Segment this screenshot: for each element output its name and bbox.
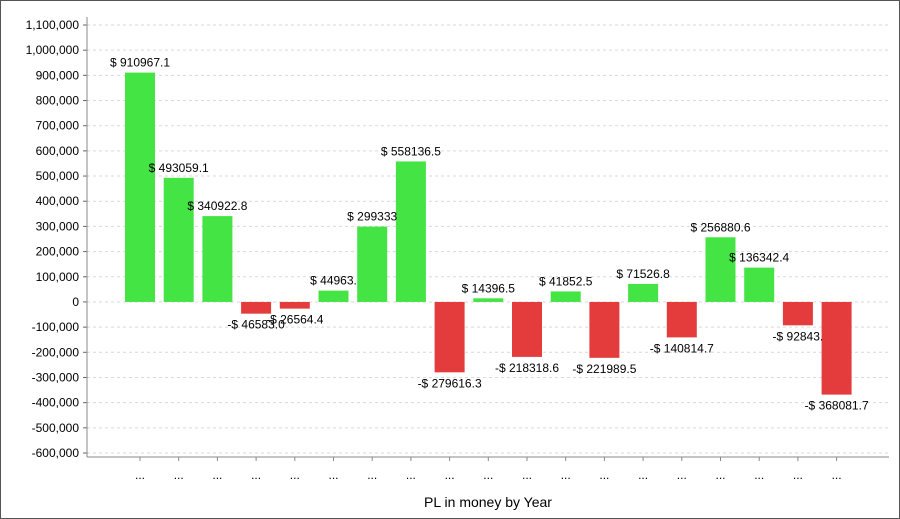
data-label: $ 14396.5 <box>462 281 516 295</box>
x-tick-label: ... <box>367 468 377 482</box>
data-label: $ 340922.8 <box>187 199 247 213</box>
y-tick-label: -200,000 <box>32 345 80 359</box>
bar <box>512 301 542 357</box>
x-tick-label: ... <box>832 468 842 482</box>
x-tick-label: ... <box>793 468 803 482</box>
bar <box>666 301 697 338</box>
data-label: $ 256880.6 <box>690 220 750 234</box>
y-tick-label: -100,000 <box>32 320 80 334</box>
x-axis-label: PL in money by Year <box>424 494 552 510</box>
x-tick-label: ... <box>715 468 725 482</box>
data-labels: $ 910967.1 $ 493059.1 $ 340922.8 -$ 46583.0… <box>110 56 869 413</box>
data-label: $ 71526.8 <box>616 267 670 281</box>
data-label: -$ 140814.7 <box>650 341 714 355</box>
bar <box>628 283 659 302</box>
bar <box>821 301 852 395</box>
x-tick-label: ... <box>677 468 687 482</box>
x-tick-label: ... <box>135 468 145 482</box>
data-label: $ 41852.5 <box>539 274 593 288</box>
data-label: -$ 26564.4 <box>266 313 324 327</box>
bar <box>550 291 581 302</box>
y-tick-label: 800,000 <box>36 94 80 108</box>
x-tick-label: ... <box>483 468 493 482</box>
bar <box>163 177 194 302</box>
y-tick-label: -300,000 <box>32 370 80 384</box>
y-tick-label: 600,000 <box>36 144 80 158</box>
x-tick-label: ... <box>290 468 300 482</box>
x-tick-label: ... <box>406 468 416 482</box>
bar <box>395 161 426 302</box>
y-tick-label: 900,000 <box>36 68 80 82</box>
x-tick-label: ... <box>251 468 261 482</box>
bar <box>357 226 388 302</box>
bar <box>744 267 775 302</box>
bar <box>434 301 465 373</box>
bar <box>782 301 813 326</box>
bar <box>202 216 233 302</box>
bar <box>279 301 310 309</box>
bar <box>705 237 736 302</box>
y-tick-label: -500,000 <box>32 421 80 435</box>
x-tick-label: ... <box>638 468 648 482</box>
y-tick-label: 0 <box>72 295 79 309</box>
y-tick-label: 100,000 <box>36 270 80 284</box>
y-tick-label: -600,000 <box>32 446 80 460</box>
data-label: $ 136342.4 <box>729 251 789 265</box>
data-label: -$ 46583.0 <box>227 318 285 332</box>
data-label: $ 44963. <box>310 274 357 288</box>
x-tick-label: ... <box>522 468 532 482</box>
bar <box>318 290 349 302</box>
bar <box>589 301 620 358</box>
bar <box>125 72 155 302</box>
y-tick-label: 700,000 <box>36 119 80 133</box>
data-label: -$ 221989.5 <box>572 362 636 376</box>
x-tick-label: ... <box>328 468 338 482</box>
x-axis-ticks: ........................................… <box>135 457 842 482</box>
y-tick-label: 300,000 <box>36 219 80 233</box>
y-tick-label: 1,000,000 <box>26 43 80 57</box>
x-tick-label: ... <box>445 468 455 482</box>
y-tick-label: 400,000 <box>36 194 80 208</box>
data-label: -$ 218318.6 <box>495 361 559 375</box>
x-tick-label: ... <box>599 468 609 482</box>
data-label: $ 493059.1 <box>149 161 209 175</box>
data-label: $ 910967.1 <box>110 56 170 70</box>
bars <box>125 72 852 395</box>
y-tick-label: -400,000 <box>32 396 80 410</box>
data-label: -$ 279616.3 <box>418 376 482 390</box>
x-tick-label: ... <box>174 468 184 482</box>
x-tick-label: ... <box>561 468 571 482</box>
bar <box>473 298 504 302</box>
y-tick-label: 200,000 <box>36 245 80 259</box>
x-tick-label: ... <box>754 468 764 482</box>
y-axis-ticks: -600,000 -500,000 -400,000 -300,000 -200,000… <box>26 18 87 460</box>
y-tick-label: 1,100,000 <box>26 18 80 32</box>
data-label: -$ 92843. <box>773 329 824 343</box>
y-tick-label: 500,000 <box>36 169 80 183</box>
x-tick-label: ... <box>212 468 222 482</box>
data-label: $ 299333 <box>347 210 397 224</box>
data-label: -$ 368081.7 <box>805 399 869 413</box>
bar <box>241 301 272 314</box>
data-label: $ 558136.5 <box>381 144 441 158</box>
